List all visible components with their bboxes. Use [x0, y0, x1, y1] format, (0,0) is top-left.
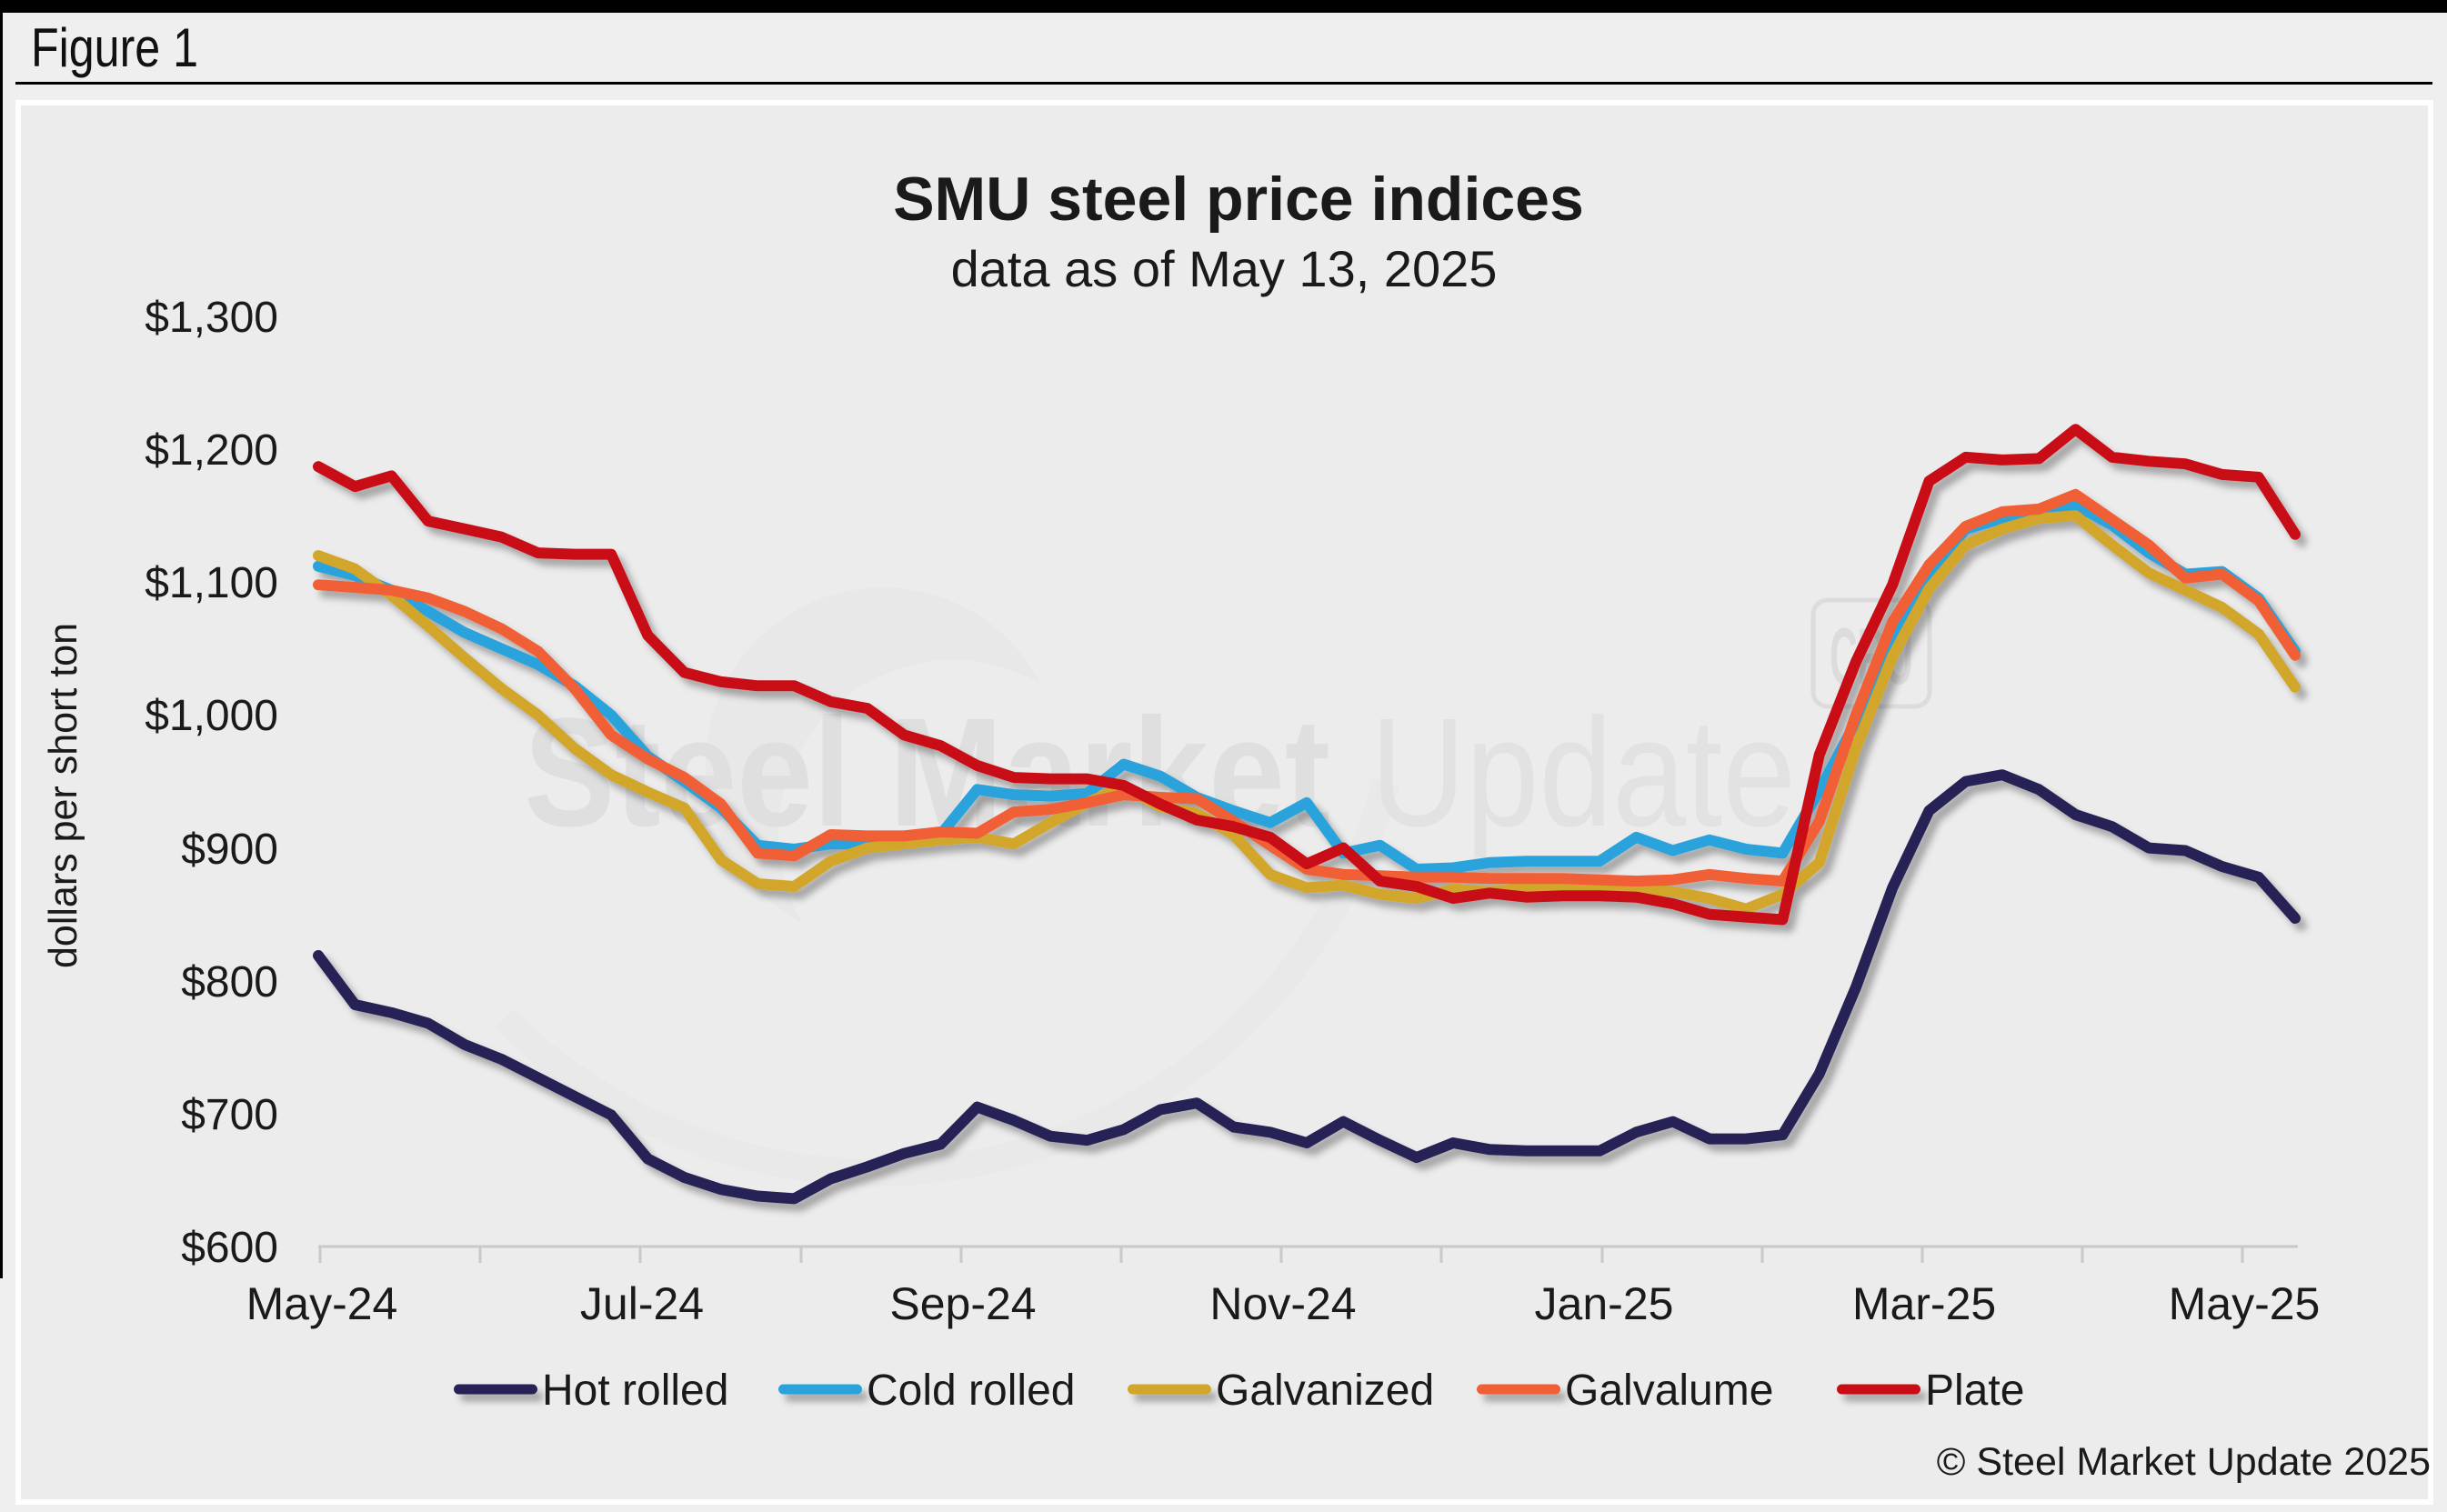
svg-text:$1,300: $1,300: [145, 294, 278, 342]
svg-text:SMU steel price indices: SMU steel price indices: [893, 165, 1584, 234]
svg-text:$600: $600: [181, 1224, 278, 1272]
svg-text:$900: $900: [181, 826, 278, 874]
svg-text:Figure 1: Figure 1: [31, 17, 198, 78]
svg-text:$1,200: $1,200: [145, 426, 278, 475]
svg-text:Hot rolled: Hot rolled: [542, 1367, 728, 1415]
svg-text:$1,000: $1,000: [145, 692, 278, 740]
svg-text:data as of May 13, 2025: data as of May 13, 2025: [951, 240, 1498, 297]
svg-text:$800: $800: [181, 958, 278, 1006]
svg-text:Plate: Plate: [1925, 1367, 2024, 1415]
svg-text:Sep-24: Sep-24: [889, 1278, 1036, 1329]
svg-text:Cold rolled: Cold rolled: [867, 1367, 1075, 1415]
svg-text:Jan-25: Jan-25: [1535, 1278, 1674, 1329]
svg-text:$700: $700: [181, 1091, 278, 1139]
svg-text:Galvanized: Galvanized: [1216, 1367, 1434, 1415]
svg-text:Mar-25: Mar-25: [1852, 1278, 1996, 1329]
svg-text:Nov-24: Nov-24: [1209, 1278, 1356, 1329]
svg-text:May-24: May-24: [246, 1278, 398, 1329]
svg-text:© Steel Market Update 2025: © Steel Market Update 2025: [1937, 1440, 2431, 1484]
svg-text:dollars per short ton: dollars per short ton: [41, 623, 85, 968]
svg-text:Galvalume: Galvalume: [1565, 1367, 1773, 1415]
svg-text:Update: Update: [1370, 686, 1796, 859]
svg-text:$1,100: $1,100: [145, 559, 278, 607]
svg-text:Jul-24: Jul-24: [580, 1278, 704, 1329]
svg-text:May-25: May-25: [2169, 1278, 2321, 1329]
